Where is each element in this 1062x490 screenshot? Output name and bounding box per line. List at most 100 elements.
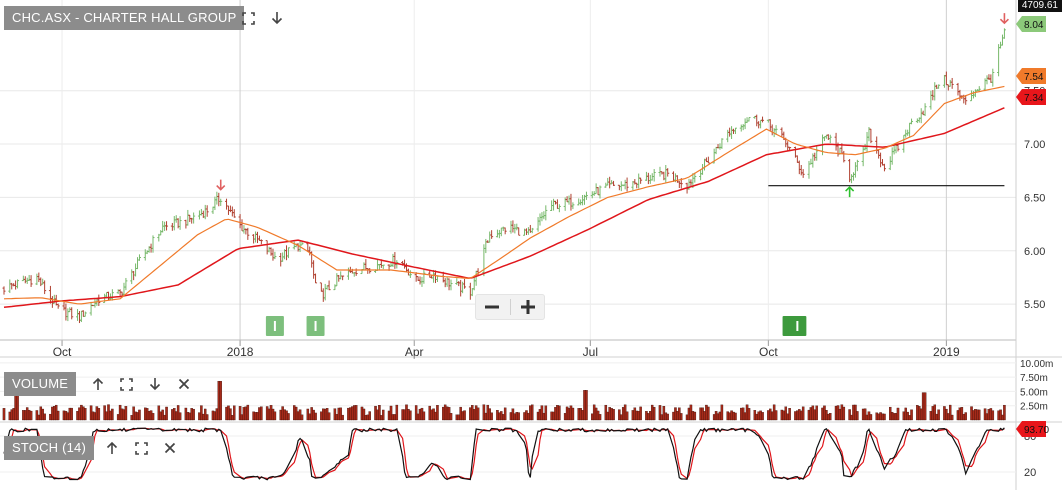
stoch-expand-icon[interactable]: [133, 440, 149, 456]
price-bar: [192, 212, 196, 224]
price-bar: [733, 127, 737, 135]
volume-bar: [354, 405, 358, 421]
price-bar: [536, 217, 540, 232]
price-bar: [625, 177, 629, 192]
price-bar: [608, 176, 612, 189]
price-bar: [596, 187, 600, 196]
price-bar: [730, 126, 734, 140]
price-bar: [172, 216, 176, 231]
volume-bar: [238, 406, 242, 421]
y-tick-label: 6.50: [1024, 192, 1045, 204]
price-bar: [10, 282, 14, 290]
stoch-arrow-up-icon[interactable]: [104, 440, 120, 456]
price-bar: [795, 155, 799, 163]
y-tick-label: 7.00: [1024, 139, 1045, 151]
price-bar: [923, 103, 927, 117]
expand-icon[interactable]: [240, 10, 256, 26]
price-bar: [842, 150, 846, 163]
price-bar: [455, 278, 459, 285]
price-bar: [205, 205, 209, 217]
volume-arrow-up-icon[interactable]: [90, 376, 106, 392]
price-bar: [490, 230, 494, 239]
volume-bar: [842, 406, 846, 421]
price-bar: [619, 181, 623, 192]
volume-bar: [260, 406, 263, 421]
tag-shape: [1016, 421, 1046, 437]
volume-bar: [378, 405, 381, 421]
volume-bar: [720, 404, 724, 421]
price-bar: [375, 259, 379, 271]
arrow-down-icon[interactable]: [269, 10, 285, 26]
volume-bar: [734, 412, 737, 421]
x-tick-label: Jul: [583, 345, 598, 359]
volume-bar: [883, 413, 886, 421]
price-bar: [739, 124, 743, 132]
volume-bar: [29, 410, 33, 421]
volume-bar: [848, 409, 851, 421]
fast-moving-average-line: [3, 85, 1005, 305]
tag-label: 93.70: [1024, 425, 1049, 436]
price-bar: [110, 289, 114, 301]
volume-bar: [200, 405, 203, 421]
volume-bar: [111, 408, 114, 421]
price-bar: [232, 209, 236, 218]
price-bar: [515, 223, 519, 231]
price-bar: [269, 247, 273, 256]
signal-marker: [265, 316, 284, 336]
price-bar: [879, 152, 883, 168]
zoom-in-button[interactable]: [511, 294, 546, 320]
price-bar: [267, 246, 271, 253]
volume-bar: [43, 413, 46, 421]
zoom-out-button[interactable]: [475, 294, 510, 320]
volume-bar: [389, 405, 393, 421]
price-bar: [768, 119, 772, 132]
price-bar: [851, 172, 855, 181]
volume-bar: [490, 412, 493, 421]
price-bar: [544, 205, 548, 221]
price-tag: 7.54: [1016, 68, 1046, 84]
volume-tick-label: 2.50m: [1020, 402, 1048, 413]
price-bar: [23, 276, 27, 284]
volume-bar: [362, 408, 366, 421]
volume-tick-label: 10.00m: [1020, 359, 1053, 370]
volume-bar: [815, 405, 818, 421]
price-bar: [443, 278, 447, 288]
tag-label: 8.04: [1024, 20, 1044, 31]
volume-bar: [784, 406, 788, 421]
y-tick-label: 6.00: [1024, 246, 1045, 258]
price-bar: [213, 196, 217, 211]
sell-arrow-icon: [216, 179, 226, 191]
price-bar: [118, 289, 122, 297]
volume-bar: [801, 406, 805, 421]
volume-bar: [192, 408, 195, 421]
price-bar: [855, 159, 859, 172]
price-bar: [648, 174, 652, 184]
price-bar: [637, 173, 641, 189]
price-bar: [538, 213, 542, 226]
price-tag: 8.04: [1016, 16, 1046, 32]
price-bar: [488, 231, 492, 243]
signal-glyph: [273, 321, 276, 331]
price-bar: [41, 278, 45, 285]
stoch-close-icon[interactable]: [162, 440, 178, 456]
volume-tick-label: 7.50m: [1020, 373, 1048, 384]
price-bar: [652, 169, 656, 182]
volume-arrow-down-icon[interactable]: [147, 376, 163, 392]
price-bar: [56, 303, 60, 309]
volume-close-icon[interactable]: [176, 376, 192, 392]
price-bar: [728, 127, 732, 137]
volume-bar: [544, 405, 548, 421]
price-bar: [265, 240, 269, 255]
price-bar: [134, 263, 138, 277]
price-bar: [468, 282, 472, 300]
volume-expand-icon[interactable]: [118, 376, 134, 392]
tag-shape: [1016, 68, 1046, 84]
volume-bar: [503, 407, 507, 421]
price-bar: [942, 74, 946, 88]
volume-bar: [960, 407, 964, 421]
zoom-control: [475, 294, 545, 320]
price-bar: [39, 277, 43, 287]
volume-bar: [341, 414, 344, 421]
x-tick-label: Apr: [405, 345, 424, 359]
price-bar: [408, 270, 412, 278]
